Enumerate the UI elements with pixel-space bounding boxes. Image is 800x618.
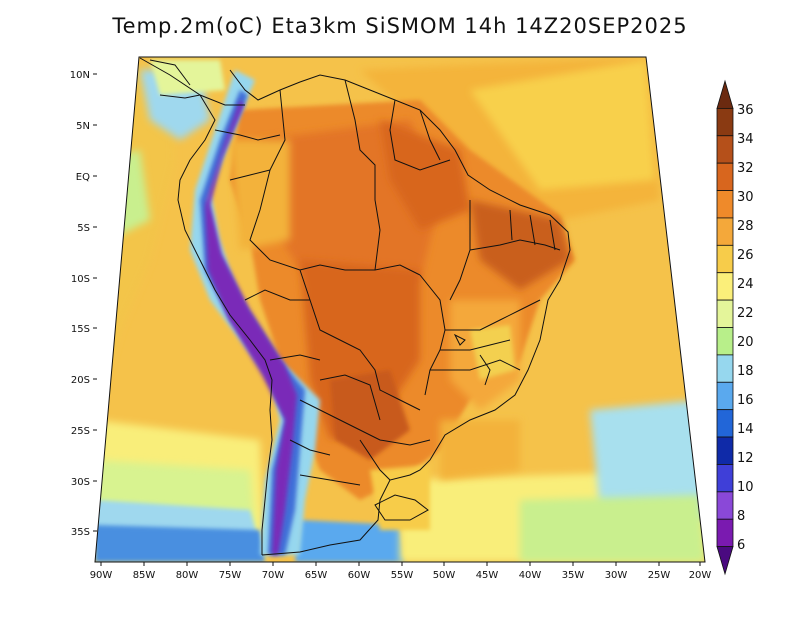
colorbar-label: 10 [737, 480, 754, 495]
lon-label: 40W [519, 570, 542, 581]
lon-label: 30W [605, 570, 628, 581]
country-borders [99, 57, 571, 556]
lon-label: 45W [476, 570, 499, 581]
lon-label: 20W [689, 570, 712, 581]
colorbar-swatch [716, 299, 734, 328]
colorbar-swatch [716, 518, 734, 548]
lon-label: 50W [433, 570, 456, 581]
lon-label: 70W [262, 570, 285, 581]
colorbar-swatch [716, 244, 734, 274]
lon-label: 85W [133, 570, 156, 581]
lat-label: 5N [76, 121, 90, 132]
map-title: Temp.2m(oC) Eta3km SiSMOM 14h 14Z20SEP20… [112, 14, 688, 38]
colorbar-label: 6 [737, 538, 745, 553]
lon-label: 35W [562, 570, 585, 581]
lon-label: 80W [176, 570, 199, 581]
latitude-axis: 10N 5N EQ 5S 10S 15S 20S 25S 30S 35S [70, 70, 97, 538]
lat-label: 10S [71, 274, 90, 285]
colorbar-swatch [716, 546, 734, 576]
colorbar-label: 16 [737, 393, 754, 408]
colorbar-swatch [716, 354, 734, 383]
colorbar-swatch [716, 107, 734, 137]
colorbar-label: 26 [737, 248, 754, 263]
lat-label: 30S [71, 477, 90, 488]
colorbar-swatch [716, 135, 734, 164]
colorbar-label: 24 [737, 277, 754, 292]
lat-label: 35S [71, 527, 90, 538]
colorbar-label: 32 [737, 161, 754, 176]
colorbar-label: 14 [737, 422, 754, 437]
lat-label: 15S [71, 324, 90, 335]
colorbar-swatch [716, 491, 734, 520]
colorbar-label: 22 [737, 306, 754, 321]
colorbar-label: 36 [737, 103, 754, 118]
lon-label: 90W [90, 570, 113, 581]
lat-label: 5S [77, 223, 90, 234]
lon-label: 25W [648, 570, 671, 581]
colorbar-label: 34 [737, 132, 754, 147]
lon-label: 65W [305, 570, 328, 581]
colorbar-label: 8 [737, 509, 745, 524]
lat-label: EQ [76, 172, 90, 183]
temperature-field [95, 57, 705, 562]
colorbar-swatch [716, 409, 734, 438]
colorbar-swatch [716, 79, 734, 109]
colorbar-swatch [716, 217, 734, 246]
colorbar-swatches [716, 79, 734, 576]
lat-label: 20S [71, 375, 90, 386]
colorbar-label: 20 [737, 335, 754, 350]
lon-label: 60W [348, 570, 371, 581]
colorbar-swatch [716, 162, 734, 191]
colorbar-swatch [716, 327, 734, 356]
colorbar-label: 18 [737, 364, 754, 379]
lon-label: 55W [391, 570, 414, 581]
longitude-axis: 90W 85W 80W 75W 70W 65W 60W 55W 50W 45W … [90, 562, 712, 581]
lat-label: 10N [70, 70, 90, 81]
lat-label: 25S [71, 426, 90, 437]
colorbar-label: 28 [737, 219, 754, 234]
colorbar-swatch [716, 381, 734, 411]
colorbar-labels: 36 34 32 30 28 26 24 22 20 18 16 14 12 1… [737, 103, 754, 553]
colorbar-swatch [716, 272, 734, 301]
colorbar-label: 12 [737, 451, 754, 466]
colorbar-swatch [716, 464, 734, 493]
colorbar-swatch [716, 190, 734, 219]
colorbar: 36 34 32 30 28 26 24 22 20 18 16 14 12 1… [716, 79, 754, 576]
lon-label: 75W [219, 570, 242, 581]
colorbar-swatch [716, 436, 734, 465]
colorbar-label: 30 [737, 190, 754, 205]
